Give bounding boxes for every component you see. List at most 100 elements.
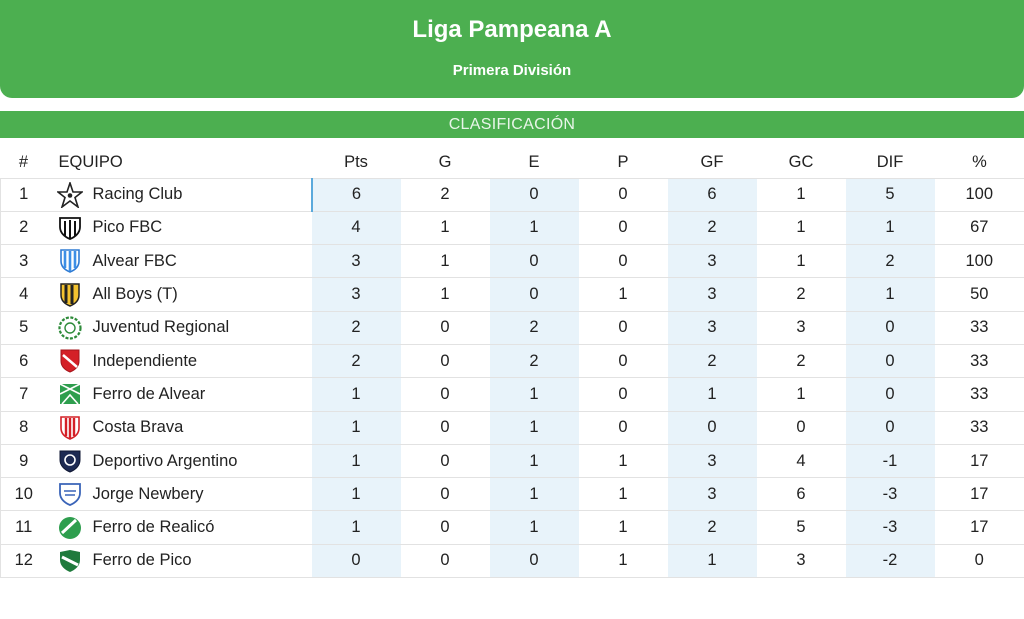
row-won: 0 xyxy=(400,310,490,345)
row-position: 4 xyxy=(0,277,47,312)
row-percentage: 17 xyxy=(934,443,1024,479)
row-drawn: 1 xyxy=(489,210,579,246)
row-position: 2 xyxy=(0,210,47,246)
table-row[interactable]: 8 Costa Brava 1 0 1 0 0 0 0 33 xyxy=(0,410,1024,445)
row-position: 1 xyxy=(0,177,47,212)
table-row[interactable]: 12 Ferro de Pico 0 0 0 1 1 3 -2 0 xyxy=(0,543,1024,579)
col-header-goals-for[interactable]: GF xyxy=(700,153,724,172)
row-team-cell[interactable]: Juventud Regional xyxy=(46,310,312,345)
row-team-cell[interactable]: Ferro de Realicó xyxy=(46,510,312,545)
col-header-drawn[interactable]: E xyxy=(528,153,540,172)
team-name[interactable]: Jorge Newbery xyxy=(92,484,204,503)
row-team-cell[interactable]: Ferro de Pico xyxy=(46,543,312,579)
row-team-cell[interactable]: Pico FBC xyxy=(46,210,312,246)
row-drawn: 1 xyxy=(489,377,579,412)
ferro-de-realico-crest-icon xyxy=(57,515,83,541)
row-goal-difference: -2 xyxy=(845,543,935,579)
row-goals-for: 2 xyxy=(667,210,757,246)
row-goal-difference: -3 xyxy=(845,477,935,512)
pico-fbc-crest-icon xyxy=(57,215,83,241)
row-lost: 0 xyxy=(578,377,668,412)
costa-brava-crest-icon xyxy=(57,415,83,441)
row-won: 0 xyxy=(400,543,490,579)
row-lost: 1 xyxy=(578,443,668,479)
row-points: 1 xyxy=(311,443,401,479)
row-percentage: 100 xyxy=(934,177,1024,212)
col-header-position[interactable]: # xyxy=(18,153,29,172)
row-team-cell[interactable]: All Boys (T) xyxy=(46,277,312,312)
table-row[interactable]: 10 Jorge Newbery 1 0 1 1 3 6 -3 17 xyxy=(0,477,1024,512)
team-name[interactable]: Costa Brava xyxy=(92,418,184,437)
row-percentage: 67 xyxy=(934,210,1024,246)
team-name[interactable]: Alvear FBC xyxy=(92,251,177,270)
row-lost: 0 xyxy=(578,244,668,279)
row-goals-for: 2 xyxy=(667,343,757,379)
row-goal-difference: 0 xyxy=(845,310,935,345)
table-row[interactable]: 5 Juventud Regional 2 0 2 0 3 3 0 33 xyxy=(0,310,1024,345)
row-team-cell[interactable]: Costa Brava xyxy=(46,410,312,445)
col-header-points[interactable]: Pts xyxy=(344,153,368,172)
table-row[interactable]: 2 Pico FBC 4 1 1 0 2 1 1 67 xyxy=(0,210,1024,246)
row-points: 0 xyxy=(311,543,401,579)
row-goals-for: 3 xyxy=(667,443,757,479)
col-header-percentage[interactable]: % xyxy=(972,153,987,172)
alvear-fbc-crest-icon xyxy=(57,248,83,274)
row-points: 2 xyxy=(311,310,401,345)
row-lost: 0 xyxy=(578,210,668,246)
row-drawn: 0 xyxy=(489,277,579,312)
row-team-cell[interactable]: Independiente xyxy=(46,343,312,379)
col-header-team[interactable]: EQUIPO xyxy=(58,153,123,172)
row-team-cell[interactable]: Alvear FBC xyxy=(46,244,312,279)
table-row[interactable]: 9 Deportivo Argentino 1 0 1 1 3 4 -1 17 xyxy=(0,443,1024,479)
team-name[interactable]: Ferro de Realicó xyxy=(92,518,215,537)
row-drawn: 0 xyxy=(489,543,579,579)
row-points: 1 xyxy=(311,477,401,512)
row-goals-against: 2 xyxy=(756,277,846,312)
team-name[interactable]: Pico FBC xyxy=(92,218,163,237)
table-row[interactable]: 7 Ferro de Alvear 1 0 1 0 1 1 0 33 xyxy=(0,377,1024,412)
row-goals-against: 1 xyxy=(756,177,846,212)
row-position: 9 xyxy=(0,443,47,479)
col-header-goal-difference[interactable]: DIF xyxy=(876,153,904,172)
row-lost: 0 xyxy=(578,343,668,379)
col-header-won[interactable]: G xyxy=(438,153,452,172)
row-goals-against: 3 xyxy=(756,310,846,345)
row-position: 11 xyxy=(0,510,47,545)
table-row[interactable]: 6 Independiente 2 0 2 0 2 2 0 33 xyxy=(0,343,1024,379)
row-won: 1 xyxy=(400,244,490,279)
row-team-cell[interactable]: Deportivo Argentino xyxy=(46,443,312,479)
team-name[interactable]: Racing Club xyxy=(92,185,183,204)
table-row[interactable]: 11 Ferro de Realicó 1 0 1 1 2 5 -3 17 xyxy=(0,510,1024,545)
row-won: 2 xyxy=(400,177,490,212)
row-team-cell[interactable]: Ferro de Alvear xyxy=(46,377,312,412)
col-header-lost[interactable]: P xyxy=(617,153,629,172)
row-goals-against: 1 xyxy=(756,377,846,412)
row-goals-for: 3 xyxy=(667,477,757,512)
table-row[interactable]: 3 Alvear FBC 3 1 0 0 3 1 2 100 xyxy=(0,244,1024,279)
ferro-de-pico-crest-icon xyxy=(57,548,83,574)
row-won: 1 xyxy=(400,277,490,312)
col-header-goals-against[interactable]: GC xyxy=(788,153,814,172)
league-header: Liga Pampeana A Primera División xyxy=(0,0,1024,98)
team-name[interactable]: Ferro de Pico xyxy=(92,551,192,570)
team-name[interactable]: Deportivo Argentino xyxy=(92,451,238,470)
row-points: 3 xyxy=(311,277,401,312)
jorge-newbery-crest-icon xyxy=(57,481,83,507)
team-name[interactable]: Independiente xyxy=(92,351,198,370)
row-lost: 0 xyxy=(578,310,668,345)
table-row[interactable]: 4 All Boys (T) 3 1 0 1 3 2 1 50 xyxy=(0,277,1024,312)
table-row[interactable]: 1 Racing Club 6 2 0 0 6 1 5 100 xyxy=(0,177,1024,212)
row-team-cell[interactable]: Jorge Newbery xyxy=(46,477,312,512)
team-name[interactable]: All Boys (T) xyxy=(92,285,178,304)
team-name[interactable]: Ferro de Alvear xyxy=(92,384,206,403)
row-position: 8 xyxy=(0,410,47,445)
team-name[interactable]: Juventud Regional xyxy=(92,318,230,337)
row-percentage: 0 xyxy=(934,543,1024,579)
row-lost: 1 xyxy=(578,510,668,545)
row-goals-for: 1 xyxy=(667,543,757,579)
standings-table: # EQUIPO Pts G E P GF GC DIF % 1 Racing C… xyxy=(0,148,1024,579)
row-drawn: 1 xyxy=(489,477,579,512)
row-percentage: 17 xyxy=(934,477,1024,512)
row-won: 0 xyxy=(400,443,490,479)
row-team-cell[interactable]: Racing Club xyxy=(46,177,312,212)
